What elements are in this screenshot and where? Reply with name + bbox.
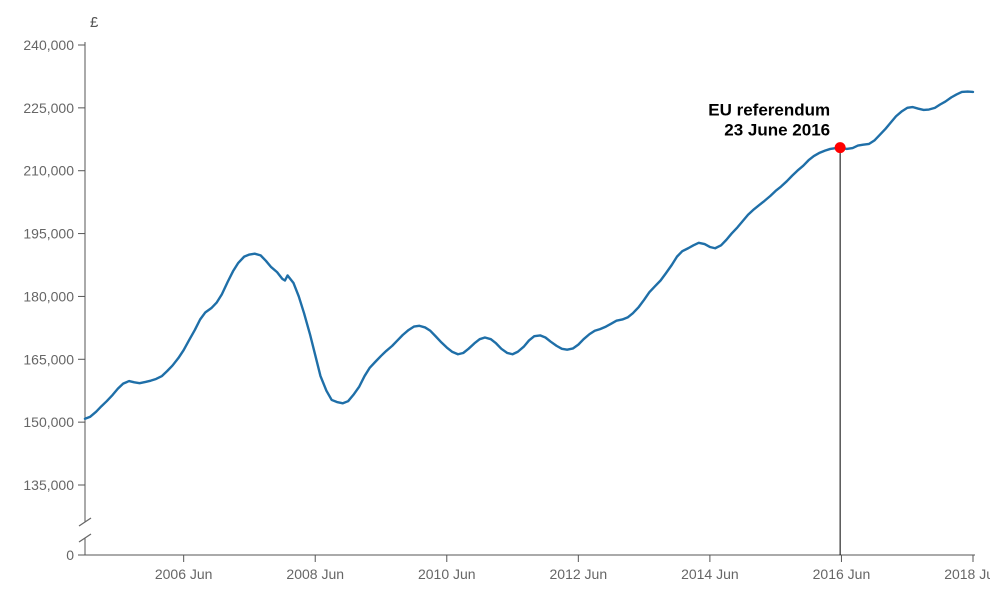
- y-tick-label: 165,000: [23, 351, 74, 367]
- x-tick-label: 2008 Jun: [286, 566, 344, 582]
- chart-svg: 0 135,000 150,000 165,000 180,000 195,000 210,…: [0, 0, 990, 593]
- line-chart: 0 135,000 150,000 165,000 180,000 195,000 210,…: [0, 0, 990, 593]
- x-tick-label: 2012 Jun: [550, 566, 608, 582]
- y-tick-label: 210,000: [23, 163, 74, 179]
- y-tick-label: 0: [66, 547, 74, 563]
- x-tick-label: 2006 Jun: [155, 566, 213, 582]
- x-tick-label: 2018 Jun: [944, 566, 990, 582]
- currency-symbol: £: [90, 14, 99, 31]
- annotation-text-line2: 23 June 2016: [724, 121, 830, 140]
- y-tick-label: 150,000: [23, 414, 74, 430]
- annotation-text-line1: EU referendum: [708, 101, 830, 120]
- y-tick-label: 180,000: [23, 288, 74, 304]
- annotation-marker: [835, 142, 846, 153]
- x-tick-label: 2010 Jun: [418, 566, 476, 582]
- x-tick-label: 2014 Jun: [681, 566, 739, 582]
- y-tick-label: 225,000: [23, 100, 74, 116]
- y-tick-label: 135,000: [23, 477, 74, 493]
- y-tick-label: 240,000: [23, 37, 74, 53]
- x-tick-label: 2016 Jun: [813, 566, 871, 582]
- y-tick-label: 195,000: [23, 226, 74, 242]
